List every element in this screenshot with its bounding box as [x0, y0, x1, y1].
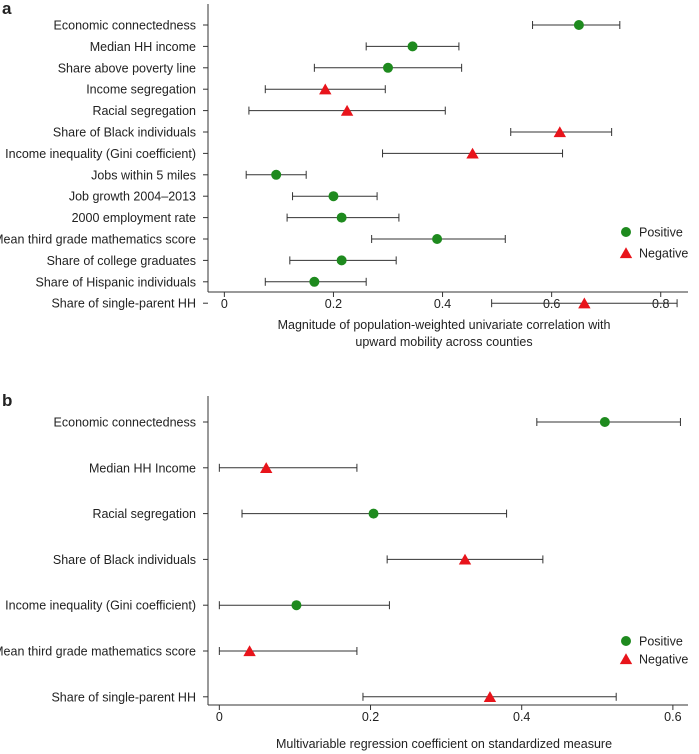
point-negative-marker [260, 462, 273, 473]
row-label: Income segregation [86, 83, 196, 97]
panel-a-letter: a [2, 0, 12, 18]
row-label: Share of Hispanic individuals [35, 275, 196, 289]
point-positive-marker [271, 169, 282, 180]
point-positive-marker [573, 20, 584, 30]
x-tick-label: 0 [216, 710, 223, 724]
x-tick-label: 0.4 [434, 297, 451, 311]
point-positive-marker [336, 255, 347, 266]
x-axis-title: upward mobility across counties [355, 335, 532, 349]
row-label: Share of single-parent HH [51, 690, 196, 704]
row-label: Share of Black individuals [53, 553, 196, 567]
legend-positive-marker [621, 636, 631, 646]
row-label: Racial segregation [92, 507, 196, 521]
row-label: Mean third grade mathematics score [0, 645, 196, 659]
row-label: Share of single-parent HH [51, 297, 196, 311]
x-axis-title: Multivariable regression coefficient on … [276, 737, 612, 751]
row-label: Share of Black individuals [53, 126, 196, 140]
point-positive-marker [368, 508, 379, 519]
row-label: Racial segregation [92, 104, 196, 118]
legend-label: Positive [639, 635, 683, 649]
legend-positive-marker [621, 227, 631, 237]
row-label: 2000 employment rate [72, 211, 196, 225]
row-label: Economic connectedness [54, 19, 196, 33]
panel-a: a 0 0.2 0.4 0.6 0.8 Economic connectedness Med… [0, 0, 688, 349]
x-tick-label: 0.8 [652, 297, 669, 311]
row-label: Median HH Income [89, 461, 196, 475]
point-positive-marker [328, 191, 339, 202]
x-tick-label: 0 [221, 297, 228, 311]
point-negative-marker [466, 147, 479, 159]
x-tick-label: 0.2 [325, 297, 342, 311]
point-positive-marker [407, 41, 418, 52]
point-positive-marker [432, 234, 443, 244]
legend-negative-marker [619, 247, 633, 259]
x-tick-label: 0.6 [543, 297, 560, 311]
legend-negative-marker [619, 653, 633, 665]
point-negative-marker [553, 126, 567, 138]
x-tick-label: 0.6 [664, 710, 681, 724]
point-negative-marker [243, 645, 256, 657]
row-label: Mean third grade mathematics score [0, 233, 196, 247]
panel-b-letter: b [2, 391, 12, 410]
row-label: Economic connectedness [54, 416, 196, 430]
row-label: Jobs within 5 miles [91, 168, 196, 182]
legend-label: Negative [639, 653, 688, 667]
point-positive-marker [291, 600, 302, 611]
point-negative-marker [340, 104, 354, 116]
row-label: Share above poverty line [58, 61, 196, 75]
point-negative-marker [319, 83, 332, 95]
point-positive-marker [383, 62, 393, 73]
x-tick-label: 0.4 [513, 710, 530, 724]
row-label: Income inequality (Gini coefficient) [5, 599, 196, 613]
row-label: Income inequality (Gini coefficient) [5, 147, 196, 161]
point-negative-marker [458, 553, 472, 565]
row-label: Share of college graduates [47, 254, 196, 268]
point-negative-marker [483, 691, 497, 702]
x-axis-title: Magnitude of population-weighted univari… [278, 318, 611, 332]
point-positive-marker [309, 276, 320, 287]
legend-label: Positive [639, 226, 683, 240]
point-positive-marker [599, 417, 610, 427]
point-positive-marker [336, 212, 347, 223]
row-label: Job growth 2004–2013 [69, 190, 196, 204]
legend-label: Negative [639, 247, 688, 261]
point-negative-marker [578, 297, 591, 309]
panel-b: b 0 0.2 0.4 0.6 Economic connectedness Median… [0, 391, 688, 751]
row-label: Median HH income [90, 40, 196, 54]
x-tick-label: 0.2 [362, 710, 379, 724]
